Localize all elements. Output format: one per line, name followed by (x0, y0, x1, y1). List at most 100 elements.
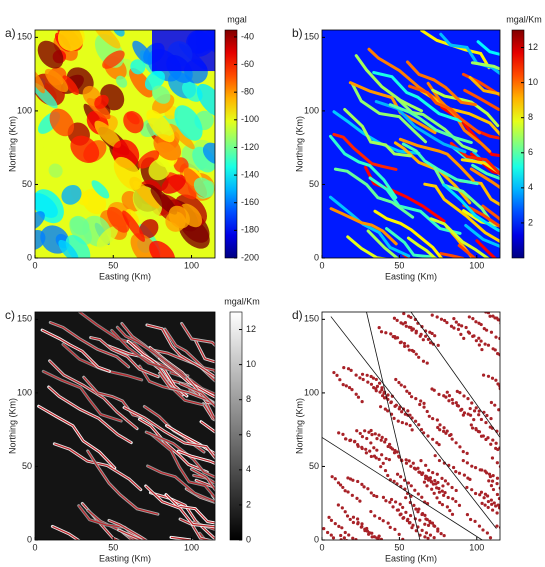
colorbar-tick-label: -160 (241, 197, 259, 207)
x-tick-label: 100 (469, 542, 484, 552)
lineament-dot (478, 525, 481, 528)
lineament-dot (421, 471, 424, 474)
lineament-dot (438, 491, 441, 494)
lineament-dot (363, 429, 366, 432)
lineament-dot (494, 336, 497, 339)
lineament-dot (380, 538, 383, 541)
lineament-dot (443, 534, 446, 537)
lineament-dot (447, 399, 450, 402)
lineament-dot (352, 521, 355, 524)
lineament-dot (349, 553, 352, 556)
lineament-dot (446, 482, 449, 485)
lineament-dot (405, 422, 408, 425)
lineament-dot (341, 433, 344, 436)
lineament-dot (431, 471, 434, 474)
lineament-dot (371, 561, 374, 564)
lineament-dot (387, 545, 390, 548)
lineament-dot (393, 405, 396, 408)
lineament-dot (344, 437, 347, 440)
lineament-dot (504, 514, 507, 517)
map-image (322, 30, 545, 305)
x-tick-label: 50 (108, 260, 118, 270)
lineament-dot (484, 343, 487, 346)
lineament-dot (386, 474, 389, 477)
colorbar-tick-label: 12 (246, 324, 256, 334)
lineament-dot (452, 466, 455, 469)
lineament-dot (454, 470, 457, 473)
lineament-dot (405, 390, 408, 393)
lineament-dot (366, 487, 369, 490)
lineament-dot (494, 379, 497, 382)
lineament-dot (490, 484, 493, 487)
lineament-dot (487, 479, 490, 482)
lineament-dot (389, 446, 392, 449)
lineament-dot (430, 480, 433, 483)
lineament-dot (506, 468, 509, 471)
lineament-dot (403, 342, 406, 345)
lineament-dot (451, 438, 454, 441)
lineament-dot (397, 381, 400, 384)
lineament-dot (492, 488, 495, 491)
lineament-dot (344, 510, 347, 513)
lineament-dot (398, 533, 401, 536)
lineament-dot (338, 378, 341, 381)
lineament-dot (345, 384, 348, 387)
lineament-dot (424, 464, 427, 467)
lineament-dot (408, 392, 411, 395)
lineament-dot (356, 480, 359, 483)
lineament-dot (399, 475, 402, 478)
lineament-dot (410, 395, 413, 398)
lineament-dot (502, 413, 505, 416)
lineament-dot (510, 514, 513, 517)
lineament-dot (364, 555, 367, 558)
lineament-dot (350, 388, 353, 391)
lineament-dot (423, 523, 426, 526)
lineament-dot (398, 407, 401, 410)
lineament-dot (346, 514, 349, 517)
lineament-dot (330, 519, 333, 522)
lineament-dot (382, 519, 385, 522)
lineament-dot (337, 431, 340, 434)
lineament-dot (358, 541, 361, 544)
colorbar-tick-label: 12 (528, 42, 538, 52)
lineament-dot (463, 474, 466, 477)
lineament-dot (446, 550, 449, 553)
lineament-dot (496, 461, 499, 464)
lineament-dot (355, 393, 358, 396)
lineament-dot (436, 529, 439, 532)
lineament-dot (370, 491, 373, 494)
lineament-dot (446, 505, 449, 508)
lineament-dot (491, 508, 494, 511)
lineament-dot (388, 501, 391, 504)
lineament-dot (361, 557, 364, 560)
lineament-dot (362, 485, 365, 488)
lineament-dot (374, 387, 377, 390)
lineament-dot (360, 525, 363, 528)
lineament-dot (496, 477, 499, 480)
lineament-dot (419, 335, 422, 338)
lineament-dot (487, 506, 490, 509)
lineament-dot (424, 474, 427, 477)
lineament-dot (443, 491, 446, 494)
lineament-dot (481, 528, 484, 531)
lineament-dot (378, 535, 381, 538)
lineament-dot (441, 490, 444, 493)
lineament-dot (444, 479, 447, 482)
lineament-dot (506, 502, 509, 505)
lineament-dot (334, 477, 337, 480)
colorbar-tick-label: 6 (528, 147, 533, 157)
lineament-dot (322, 527, 325, 530)
lineament-dot (491, 479, 494, 482)
lineament-dot (384, 469, 387, 472)
lineament-dot (404, 496, 407, 499)
lineament-dot (505, 509, 508, 512)
lineament-dot (502, 510, 505, 513)
lineament-dot (495, 482, 498, 485)
y-tick-label: 50 (309, 179, 319, 189)
lineament-dot (428, 415, 431, 418)
lineament-dot (478, 430, 481, 433)
lineament-dot (484, 504, 487, 507)
lineament-dot (510, 327, 513, 330)
lineament-dot (518, 405, 521, 408)
lineament-dot (487, 500, 490, 503)
